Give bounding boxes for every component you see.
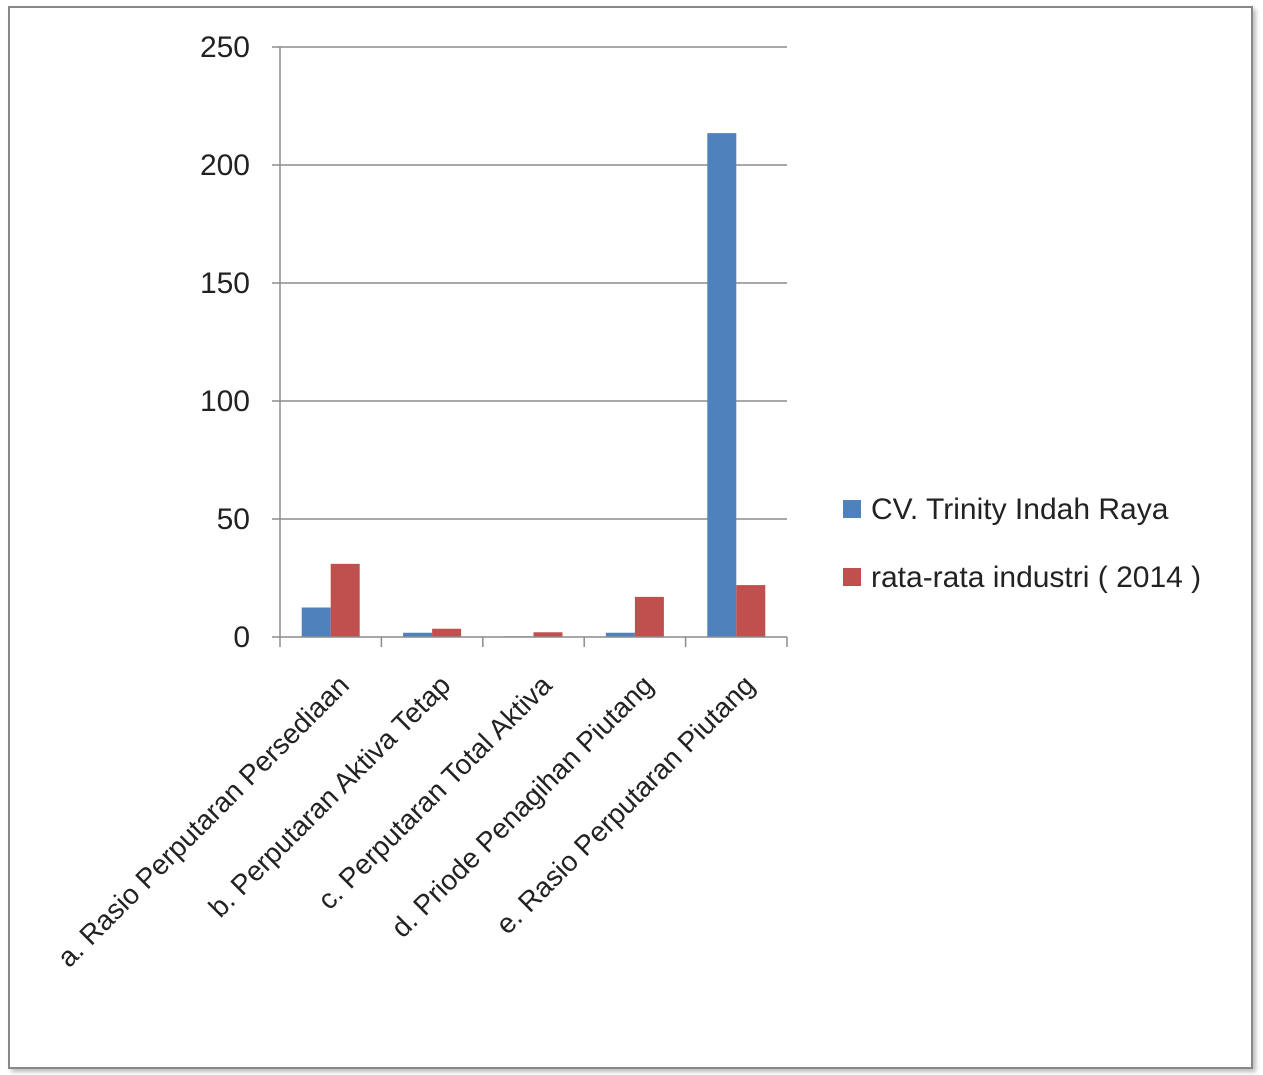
bar-series2-cat5	[736, 585, 766, 637]
y-tick-label: 150	[200, 267, 250, 300]
legend-label: CV. Trinity Indah Raya	[871, 493, 1169, 526]
bars	[301, 133, 766, 637]
legend-label: rata-rata industri ( 2014 )	[871, 561, 1201, 594]
y-tick-label: 100	[200, 385, 250, 418]
y-tick-label: 200	[200, 149, 250, 182]
y-tick-label: 250	[200, 31, 250, 64]
legend-swatch	[843, 568, 861, 586]
legend: CV. Trinity Indah Raya rata-rata industri…	[843, 493, 1201, 594]
bar-series2-cat2	[432, 628, 462, 637]
chart-frame	[8, 6, 1253, 1069]
bar-series2-cat4	[634, 596, 664, 637]
bar-series2-cat3	[533, 632, 563, 637]
bar-series1-cat5	[707, 133, 737, 637]
gridlines	[280, 46, 787, 520]
bar-series1-cat2	[403, 632, 433, 637]
axes	[272, 46, 788, 647]
bar-series1-cat1	[301, 607, 331, 637]
y-tick-label: 0	[233, 621, 250, 654]
y-tick-label: 50	[217, 503, 250, 536]
legend-swatch	[843, 500, 861, 518]
tick-labels: 0 50 100 150 200 250	[200, 31, 250, 654]
bar-series1-cat4	[605, 632, 635, 637]
bar-series2-cat1	[330, 563, 360, 637]
